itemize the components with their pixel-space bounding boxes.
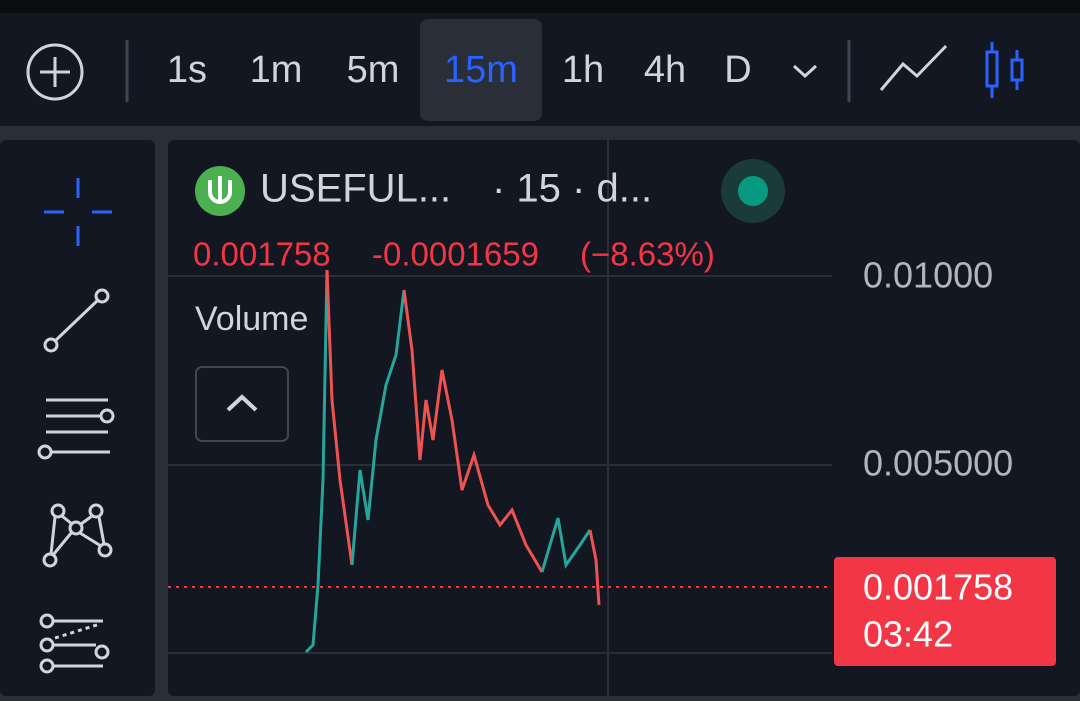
interval-button[interactable]: 15m (444, 49, 518, 91)
candle-chart-button[interactable] (985, 42, 1024, 98)
interval-button[interactable]: 1h (562, 49, 604, 91)
symbol-logo-mark (208, 176, 232, 204)
last-price-badge (834, 557, 1056, 666)
volume-label: Volume (195, 300, 308, 338)
line-chart-button[interactable] (879, 44, 948, 91)
fib-tool[interactable] (37, 398, 115, 460)
collapse-button[interactable] (195, 366, 289, 442)
badge-countdown: 03:42 (863, 614, 953, 655)
price-axis-label: 0.01000 (863, 255, 993, 296)
price-change-percent: (−8.63%) (580, 236, 715, 273)
symbol-name[interactable]: USEFUL... (260, 167, 451, 211)
interval-button[interactable]: 1m (250, 49, 303, 91)
crosshair-tool[interactable] (44, 178, 112, 246)
drawing-toolbar (0, 140, 155, 696)
symbol-interval: · 15 · d... (492, 167, 652, 211)
badge-price: 0.001758 (863, 567, 1013, 608)
interval-dropdown[interactable] (792, 64, 818, 79)
pattern-tool[interactable] (42, 503, 113, 568)
price-axis-label: 0.005000 (863, 443, 1013, 484)
price-change: -0.0001659 (372, 236, 539, 273)
last-price: 0.001758 (193, 236, 331, 273)
trendline-tool[interactable] (43, 288, 110, 353)
status-strip (0, 0, 1080, 13)
grid (168, 140, 832, 696)
add-button[interactable] (26, 43, 84, 101)
interval-button[interactable]: 4h (644, 49, 686, 91)
active-interval-bg (420, 19, 542, 121)
interval-button[interactable]: 1s (167, 49, 207, 91)
interval-button[interactable]: D (724, 49, 751, 91)
interval-button[interactable]: 5m (347, 49, 400, 91)
interval-group: 1s 1m 5m 15m 1h 4h D (167, 19, 752, 121)
market-status-dot (738, 176, 768, 206)
prediction-tool[interactable] (39, 613, 110, 674)
price-series (304, 269, 601, 654)
